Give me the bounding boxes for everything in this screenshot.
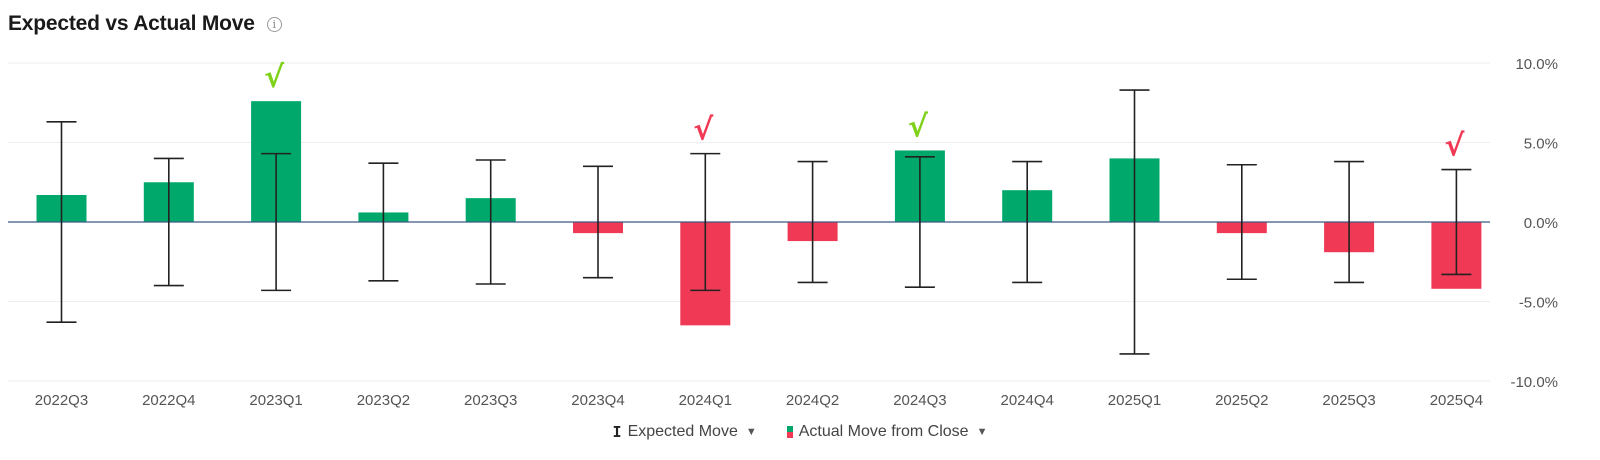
caret-down-icon[interactable]: ▼: [745, 426, 757, 438]
x-tick-label: 2024Q2: [786, 392, 839, 409]
checkmark-icon: √: [693, 113, 714, 148]
x-tick-label: 2022Q4: [142, 392, 195, 409]
chart-header: Expected vs Actual Move i: [8, 12, 282, 36]
chart-legend: I Expected Move ▼ Actual Move from Close…: [0, 423, 1600, 441]
chart-title: Expected vs Actual Move: [8, 12, 255, 35]
x-tick-label: 2024Q3: [893, 392, 946, 409]
caret-down-icon[interactable]: ▼: [976, 426, 988, 438]
x-tick-label: 2024Q4: [1001, 392, 1054, 409]
x-tick-label: 2025Q1: [1108, 392, 1161, 409]
checkmark-icon: √: [264, 60, 285, 95]
chart-plot: 10.0% 5.0% 0.0% -5.0% -10.0% 2022Q3 2022Q4 2023…: [8, 56, 1558, 409]
legend-label-expected: Expected Move: [627, 423, 738, 440]
y-tick-label: 10.0%: [1515, 56, 1558, 73]
x-tick-label: 2023Q2: [357, 392, 410, 409]
y-tick-label: 0.0%: [1524, 215, 1558, 232]
y-tick-label: -10.0%: [1510, 374, 1558, 391]
x-tick-label: 2025Q4: [1430, 392, 1483, 409]
checkmark-icon: √: [908, 109, 929, 144]
y-tick-label: 5.0%: [1524, 136, 1558, 153]
legend-label-actual: Actual Move from Close: [798, 423, 969, 440]
x-tick-label: 2023Q4: [571, 392, 624, 409]
x-tick-label: 2023Q3: [464, 392, 517, 409]
x-tick-label: 2024Q1: [679, 392, 732, 409]
info-icon[interactable]: i: [266, 16, 282, 32]
y-tick-label: -5.0%: [1519, 295, 1558, 312]
legend-item-actual-move[interactable]: Actual Move from Close ▼: [786, 423, 988, 441]
x-tick-label: 2023Q1: [249, 392, 302, 409]
x-tick-label: 2025Q3: [1322, 392, 1375, 409]
x-tick-label: 2025Q2: [1215, 392, 1268, 409]
bar-swatch-icon: [786, 426, 793, 438]
checkmark-icon: √: [1444, 129, 1465, 164]
error-bar-icon: I: [612, 423, 622, 441]
legend-item-expected-move[interactable]: I Expected Move ▼: [613, 423, 757, 441]
x-tick-label: 2022Q3: [35, 392, 88, 409]
